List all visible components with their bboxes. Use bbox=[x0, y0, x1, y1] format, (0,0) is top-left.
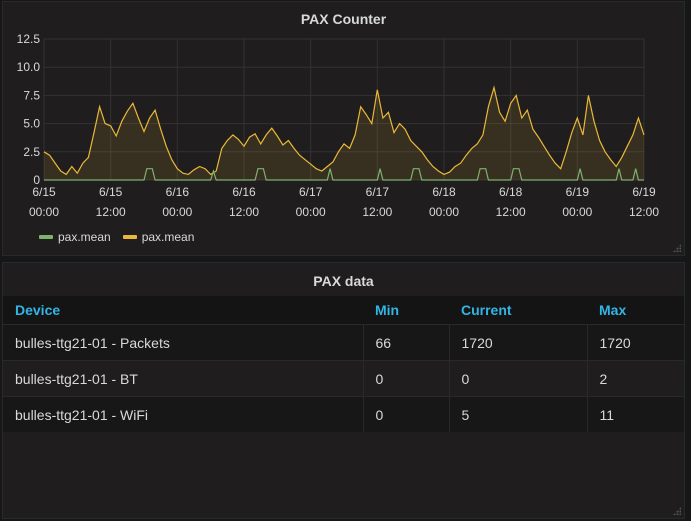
resize-handle-icon[interactable] bbox=[673, 244, 681, 252]
legend-item-pax-mean-yellow[interactable]: pax.mean bbox=[122, 230, 195, 244]
x-tick-label: 6/15 bbox=[99, 185, 123, 199]
series-line-0 bbox=[44, 168, 644, 181]
x-tick-label: 6/15 bbox=[32, 185, 56, 199]
series-line-1 bbox=[43, 85, 645, 176]
x-tick-label: 6/19 bbox=[632, 185, 656, 199]
x-tick-label: 00:00 bbox=[562, 205, 592, 219]
series-area-1 bbox=[44, 87, 644, 180]
x-tick-label: 6/19 bbox=[566, 185, 590, 199]
x-tick-label: 12:00 bbox=[629, 205, 659, 219]
table-row: bulles-ttg21-01 - Packets 66 1720 1720 bbox=[3, 324, 684, 361]
x-tick-label: 6/17 bbox=[299, 185, 323, 199]
x-tick-label: 12:00 bbox=[229, 205, 259, 219]
table-row: bulles-ttg21-01 - WiFi 0 5 11 bbox=[3, 396, 684, 432]
table-row: bulles-ttg21-01 - BT 0 0 2 bbox=[3, 360, 684, 397]
cell-min: 0 bbox=[362, 360, 449, 397]
column-header-current[interactable]: Current bbox=[449, 296, 587, 325]
legend-label: pax.mean bbox=[58, 230, 111, 244]
cell-device: bulles-ttg21-01 - WiFi bbox=[3, 396, 363, 432]
x-tick-label: 12:00 bbox=[496, 205, 526, 219]
y-tick-label: 5.0 bbox=[23, 117, 40, 131]
x-tick-label: 12:00 bbox=[96, 205, 126, 219]
chart-legend: pax.mean pax.mean bbox=[39, 230, 194, 244]
cell-max: 1720 bbox=[586, 324, 684, 361]
legend-swatch-green bbox=[39, 235, 53, 239]
y-tick-label: 2.5 bbox=[23, 145, 40, 159]
column-header-device[interactable]: Device bbox=[3, 296, 363, 325]
pax-counter-panel: PAX Counter 0 2.5 5.0 7.5 10.0 12.5 6/15 00:00 6… bbox=[2, 1, 685, 256]
cell-min: 0 bbox=[362, 396, 449, 432]
x-tick-label: 12:00 bbox=[362, 205, 392, 219]
cell-min: 66 bbox=[362, 324, 449, 361]
resize-handle-icon[interactable] bbox=[673, 507, 681, 515]
x-tick-label: 6/16 bbox=[232, 185, 256, 199]
table-header-row: Device Min Current Max bbox=[3, 296, 684, 325]
x-tick-label: 6/17 bbox=[366, 185, 390, 199]
y-tick-label: 7.5 bbox=[23, 88, 40, 102]
cell-device: bulles-ttg21-01 - Packets bbox=[3, 324, 363, 361]
pax-data-panel: PAX data Device Min Current Max bulles-t… bbox=[2, 262, 685, 519]
x-tick-label: 00:00 bbox=[29, 205, 59, 219]
y-tick-label: 12.5 bbox=[17, 32, 41, 46]
pax-counter-chart: 0 2.5 5.0 7.5 10.0 12.5 6/15 00:00 6/15 12:00 6/16… bbox=[17, 32, 660, 219]
y-tick-label: 10.0 bbox=[17, 60, 41, 74]
legend-label: pax.mean bbox=[141, 230, 195, 244]
cell-current: 0 bbox=[448, 360, 587, 397]
x-tick-label: 6/16 bbox=[166, 185, 190, 199]
pax-data-table: Device Min Current Max bulles-ttg21-01 -… bbox=[3, 296, 684, 432]
cell-current: 5 bbox=[448, 396, 587, 432]
x-tick-label: 00:00 bbox=[429, 205, 459, 219]
x-tick-label: 6/18 bbox=[432, 185, 456, 199]
cell-max: 11 bbox=[586, 396, 684, 432]
column-header-max[interactable]: Max bbox=[587, 296, 684, 325]
cell-device: bulles-ttg21-01 - BT bbox=[3, 360, 363, 397]
cell-max: 2 bbox=[586, 360, 684, 397]
column-header-min[interactable]: Min bbox=[363, 296, 449, 325]
x-tick-label: 6/18 bbox=[499, 185, 523, 199]
panel-title[interactable]: PAX data bbox=[313, 273, 374, 289]
x-tick-label: 00:00 bbox=[296, 205, 326, 219]
panel-title[interactable]: PAX Counter bbox=[300, 11, 387, 27]
cell-current: 1720 bbox=[448, 324, 587, 361]
legend-swatch-yellow bbox=[122, 235, 137, 239]
x-tick-label: 00:00 bbox=[162, 205, 192, 219]
legend-item-pax-mean-green[interactable]: pax.mean bbox=[39, 230, 111, 244]
y-tick-label: 0 bbox=[33, 173, 40, 187]
